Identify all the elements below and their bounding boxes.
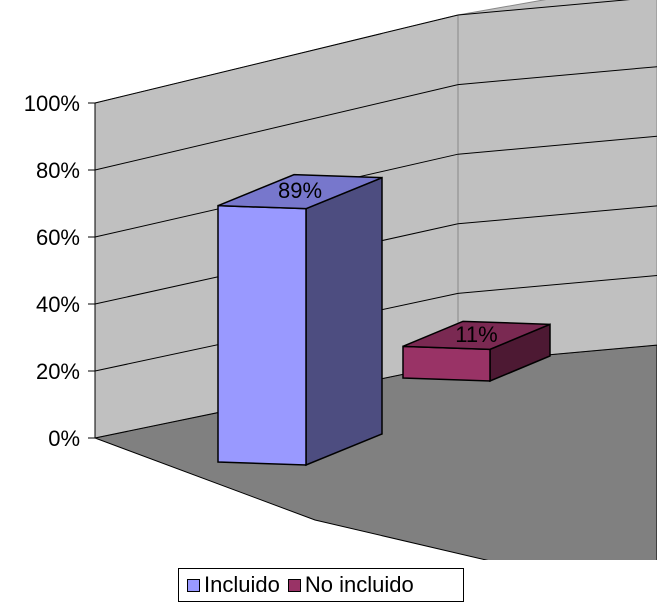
- gridline-back: [457, 0, 631, 16]
- bar-top-1: [402, 320, 551, 351]
- gridline-back: [457, 205, 657, 225]
- data-labels: 89% 11%: [278, 178, 498, 347]
- y-tick-label: 40%: [36, 292, 80, 317]
- bar-top-0: [217, 173, 383, 210]
- y-tick-label: 20%: [36, 359, 80, 384]
- bar-chart-3d: 0% 20% 40% 60% 80% 100% 89% 11%: [24, 0, 657, 560]
- gridline-side: [94, 84, 459, 171]
- back-wall: [457, 0, 657, 364]
- legend-swatch-incluido: [187, 578, 200, 592]
- legend-label-no-incluido: No incluido: [304, 572, 414, 597]
- bar-front-1: [402, 345, 491, 382]
- legend-item-no-incluido: No incluido: [287, 572, 414, 597]
- y-tick-label: 80%: [36, 158, 80, 183]
- y-tick-label: 60%: [36, 225, 80, 250]
- gridline-back: [457, 274, 657, 294]
- legend-item-incluido: Incluido: [187, 574, 280, 596]
- bar-side-0: [305, 176, 383, 467]
- y-axis: 0% 20% 40% 60% 80% 100%: [24, 91, 96, 451]
- bar-front-0: [217, 204, 307, 466]
- legend-label-incluido: Incluido: [204, 572, 280, 597]
- legend: Incluido No incluido: [178, 568, 464, 602]
- data-label-1: 11%: [455, 322, 497, 347]
- bars: [217, 173, 551, 467]
- y-tick-label: 0%: [48, 426, 80, 451]
- y-tick-label: 100%: [24, 91, 80, 116]
- gridline-back: [457, 66, 657, 86]
- gridline-back: [457, 135, 657, 155]
- data-label-0: 89%: [278, 178, 322, 203]
- gridline-side: [94, 14, 459, 104]
- legend-swatch-no-incluido: [287, 578, 301, 592]
